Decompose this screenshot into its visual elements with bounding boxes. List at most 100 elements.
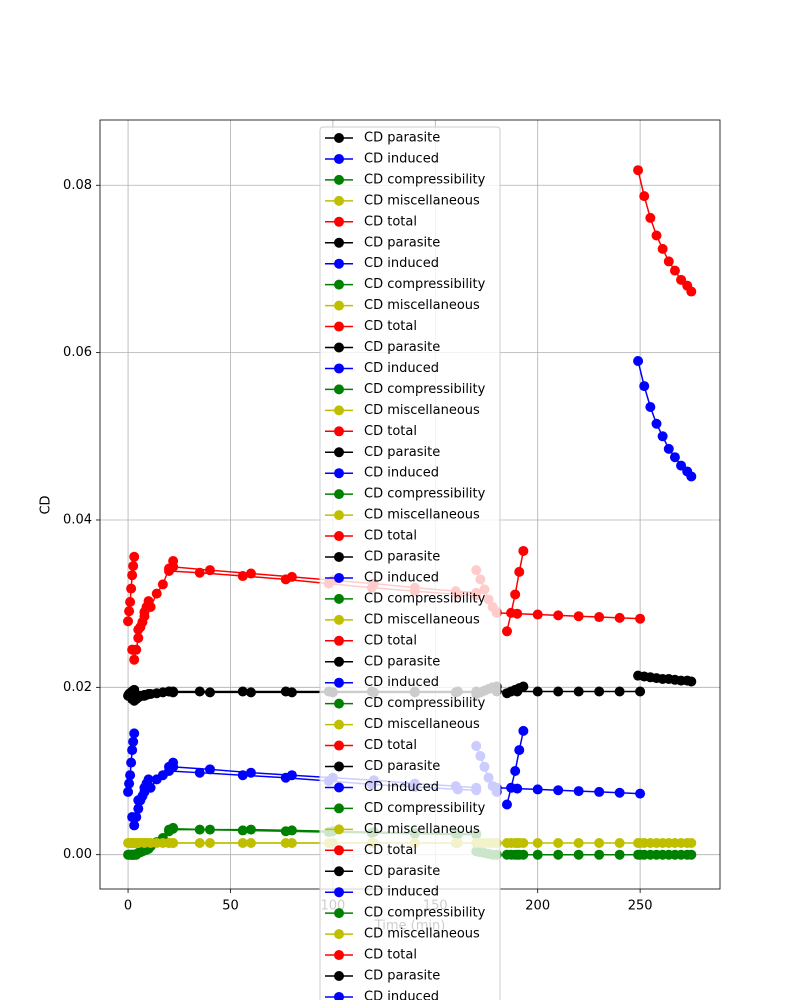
legend-label: CD parasite <box>364 969 440 984</box>
data-point <box>168 823 179 834</box>
data-point <box>553 610 564 621</box>
data-point <box>129 551 140 562</box>
legend-label: CD induced <box>364 780 439 795</box>
data-point <box>129 728 140 739</box>
data-point <box>594 786 605 797</box>
legend-marker <box>334 510 344 521</box>
data-point <box>686 837 697 848</box>
legend-marker <box>334 719 344 730</box>
data-point <box>639 191 650 202</box>
data-point <box>651 230 662 241</box>
legend-label: CD miscellaneous <box>364 822 480 837</box>
legend-marker <box>334 363 344 374</box>
data-point <box>532 849 543 860</box>
legend-label: CD compressibility <box>364 591 486 606</box>
legend-marker <box>334 552 344 562</box>
data-point <box>553 686 564 697</box>
legend-marker <box>334 677 344 688</box>
data-point <box>129 654 140 665</box>
legend-marker <box>334 656 344 667</box>
legend-marker <box>334 782 344 793</box>
legend-label: CD miscellaneous <box>364 927 480 942</box>
legend-marker <box>334 845 344 856</box>
legend-frame <box>319 126 501 1000</box>
legend-label: CD induced <box>364 256 439 271</box>
data-point <box>518 725 529 736</box>
data-point <box>512 783 523 794</box>
data-point <box>129 820 140 831</box>
legend-label: CD total <box>364 319 417 334</box>
data-point <box>645 212 656 223</box>
legend-label: CD compressibility <box>364 382 486 397</box>
data-point <box>686 286 697 297</box>
x-tick-label: 50 <box>222 899 239 914</box>
data-point <box>168 687 179 698</box>
data-point <box>245 767 256 778</box>
legend-marker <box>334 153 344 164</box>
legend-marker <box>334 698 344 709</box>
data-point <box>614 686 625 697</box>
x-tick-label: 200 <box>525 899 550 914</box>
legend-marker <box>334 426 344 437</box>
legend-label: CD parasite <box>364 654 440 669</box>
data-point <box>594 612 605 623</box>
legend-label: CD compressibility <box>364 487 486 502</box>
legend-marker <box>334 803 344 814</box>
legend-label: CD total <box>364 529 417 544</box>
data-point <box>553 785 564 796</box>
data-point <box>245 824 256 835</box>
data-point <box>501 626 512 637</box>
data-point <box>573 786 584 797</box>
data-point <box>651 418 662 429</box>
data-point <box>168 761 179 772</box>
data-point <box>204 764 215 775</box>
data-point <box>669 452 680 463</box>
legend-label: CD miscellaneous <box>364 612 480 627</box>
data-point <box>133 632 144 643</box>
data-point <box>657 243 668 254</box>
x-tick-label: 250 <box>628 899 653 914</box>
data-point <box>124 606 135 617</box>
legend-marker <box>334 971 344 981</box>
data-point <box>145 782 156 793</box>
data-point <box>194 767 205 778</box>
data-point <box>204 824 215 835</box>
data-point <box>125 596 136 607</box>
data-point <box>125 770 136 781</box>
data-point <box>128 561 139 572</box>
legend-marker <box>334 950 344 961</box>
data-point <box>686 676 697 687</box>
legend-label: CD parasite <box>364 131 440 146</box>
series-line <box>637 360 692 477</box>
data-point <box>126 583 137 594</box>
data-point <box>553 849 564 860</box>
data-point <box>124 778 135 789</box>
legend-marker <box>334 593 344 604</box>
data-point <box>128 736 139 747</box>
legend-label: CD parasite <box>364 235 440 250</box>
legend-label: CD induced <box>364 989 439 1000</box>
legend-marker <box>334 572 344 583</box>
data-point <box>514 566 525 577</box>
legend-label: CD total <box>364 948 417 963</box>
data-point <box>245 837 256 848</box>
legend-marker <box>334 447 344 458</box>
data-point <box>123 786 134 797</box>
legend-label: CD induced <box>364 675 439 690</box>
legend-marker <box>334 216 344 227</box>
legend-label: CD total <box>364 633 417 648</box>
data-point <box>133 795 144 806</box>
data-point <box>204 687 215 698</box>
data-point <box>635 788 646 799</box>
data-point <box>286 571 297 582</box>
legend-marker <box>334 384 344 395</box>
data-point <box>573 686 584 697</box>
legend-marker <box>334 258 344 269</box>
legend-marker <box>334 761 344 772</box>
data-point <box>127 745 138 756</box>
data-point <box>573 611 584 622</box>
data-point <box>633 165 644 176</box>
legend-marker <box>334 887 344 898</box>
data-point <box>133 624 144 635</box>
